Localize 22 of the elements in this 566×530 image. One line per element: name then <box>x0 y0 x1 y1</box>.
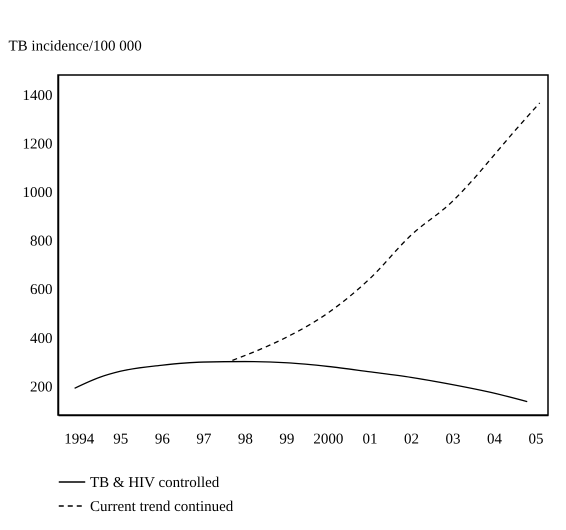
x-tick-label: 95 <box>113 432 128 448</box>
x-tick-label: 97 <box>196 432 212 448</box>
y-tick-label: 800 <box>30 234 52 250</box>
x-tick-label: 04 <box>487 432 503 448</box>
y-tick-label: 200 <box>30 379 52 396</box>
legend-label: Current trend continued <box>90 499 234 515</box>
y-tick-label: 600 <box>30 282 52 298</box>
x-tick-label: 1994 <box>64 432 95 448</box>
x-tick-label: 2000 <box>313 432 344 448</box>
x-tick-label: 03 <box>445 432 460 448</box>
y-tick-label: 1000 <box>22 185 52 202</box>
y-tick-label: 1400 <box>22 88 52 104</box>
y-tick-label: 400 <box>30 330 52 347</box>
x-tick-label: 96 <box>154 432 170 448</box>
x-tick-label: 99 <box>279 432 294 448</box>
x-tick-label: 98 <box>238 432 253 448</box>
x-tick-label: 01 <box>362 432 378 448</box>
y-axis-title: TB incidence/100 000 <box>8 38 142 54</box>
y-tick-label: 1200 <box>22 136 52 152</box>
x-tick-label: 02 <box>404 432 419 448</box>
x-tick-label: 05 <box>528 432 544 448</box>
legend-label: TB & HIV controlled <box>90 475 220 491</box>
